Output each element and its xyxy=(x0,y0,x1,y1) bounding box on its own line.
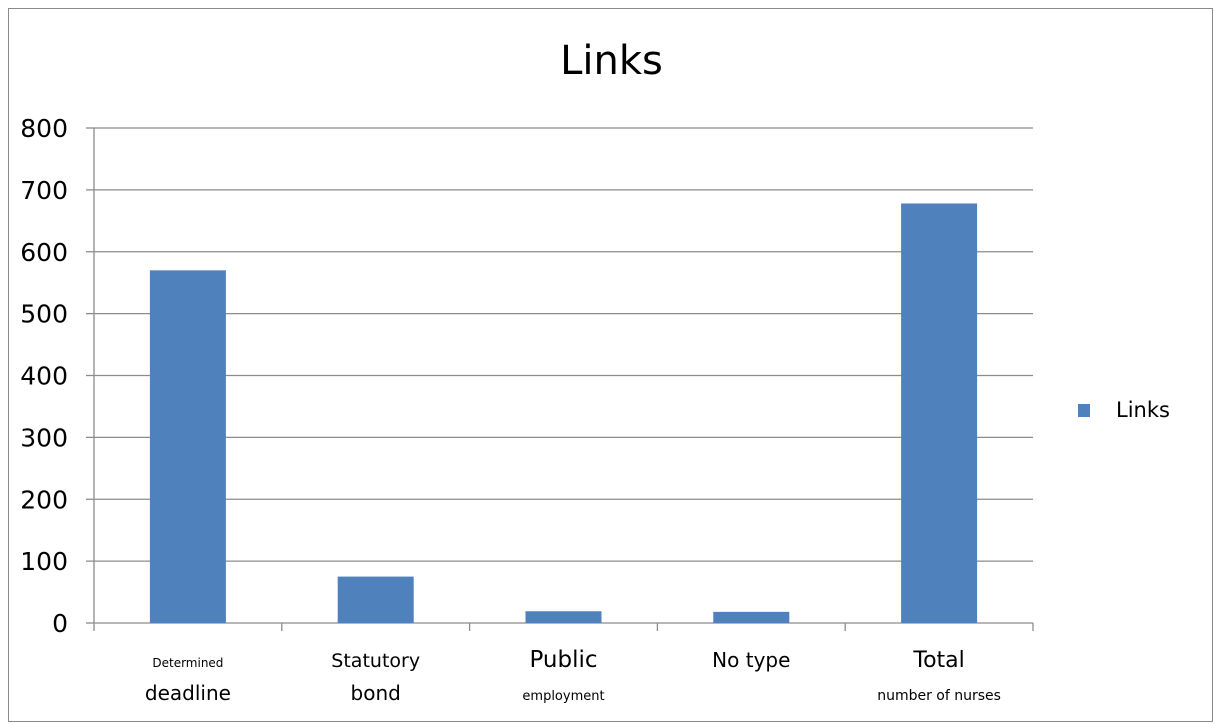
x-tick-label: deadline xyxy=(145,681,231,705)
y-tick-label: 500 xyxy=(20,300,68,329)
legend: Links xyxy=(1078,398,1170,422)
y-tick-label: 200 xyxy=(20,485,68,514)
x-tick-label: Public xyxy=(529,647,597,673)
legend-swatch xyxy=(1078,403,1090,417)
x-tick-label: No type xyxy=(712,648,790,672)
legend-label: Links xyxy=(1116,398,1170,422)
x-tick-label: employment xyxy=(522,689,604,704)
y-tick-label: 0 xyxy=(52,609,68,638)
bar xyxy=(713,611,790,623)
bar xyxy=(901,203,978,624)
y-tick-label: 600 xyxy=(20,238,68,267)
y-tick-label: 300 xyxy=(20,423,68,452)
x-tick-label: Total xyxy=(912,648,964,673)
chart-title: Links xyxy=(560,38,663,84)
y-tick-label: 100 xyxy=(20,547,68,576)
x-tick-label: Statutory xyxy=(331,650,420,672)
y-tick-label: 800 xyxy=(20,114,68,143)
bar xyxy=(149,270,226,623)
x-tick-label: number of nurses xyxy=(877,688,1001,704)
y-tick-label: 700 xyxy=(20,176,68,205)
bar xyxy=(525,611,602,623)
x-tick-label: Determined xyxy=(152,656,223,670)
y-tick-label: 400 xyxy=(20,362,68,391)
bar xyxy=(337,576,414,623)
x-tick-label: bond xyxy=(351,681,401,705)
